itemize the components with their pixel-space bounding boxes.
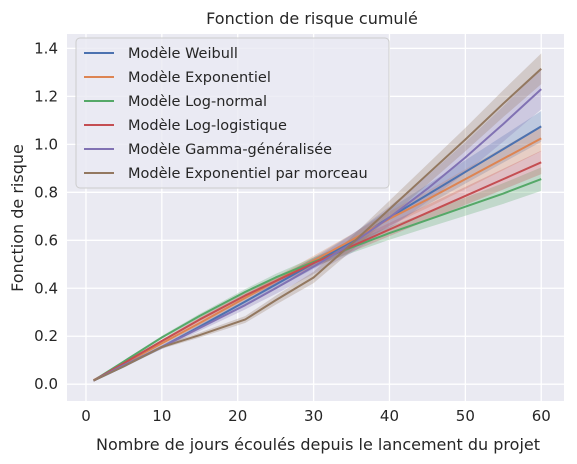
- x-tick-label: 20: [228, 407, 247, 425]
- series-line-6: [93, 68, 542, 382]
- x-tick-label: 10: [152, 407, 171, 425]
- x-tick-label: 50: [456, 407, 475, 425]
- x-tick-label: 40: [380, 407, 399, 425]
- confidence-band-series-3: [93, 167, 542, 382]
- x-axis-label: Nombre de jours écoulés depuis le lancem…: [96, 435, 540, 454]
- y-tick-label: 0.2: [34, 327, 58, 345]
- y-tick-label: 1.2: [34, 87, 58, 105]
- y-axis-label: Fonction de risque: [8, 144, 27, 292]
- series-line-4: [93, 161, 542, 382]
- series-line-3: [93, 178, 542, 382]
- x-tick-label: 0: [81, 407, 91, 425]
- y-tick-label: 1.0: [34, 135, 58, 153]
- series-line-2: [93, 137, 542, 382]
- series-lines: [93, 68, 542, 382]
- x-axis-ticks: 0 10 20 30 40 50 60: [81, 407, 551, 425]
- y-tick-label: 1.4: [34, 39, 58, 57]
- legend-label: Modèle Gamma-généralisée: [128, 142, 332, 158]
- x-tick-label: 30: [304, 407, 323, 425]
- x-tick-label: 60: [532, 407, 551, 425]
- confidence-band-series-4: [93, 150, 542, 382]
- legend-box: [75, 37, 390, 189]
- legend-label: Modèle Log-normal: [128, 94, 267, 110]
- legend-label: Modèle Weibull: [128, 46, 238, 62]
- y-tick-label: 0.6: [34, 231, 58, 249]
- legend: Modèle Weibull Modèle Exponentiel Modèle L…: [75, 37, 390, 189]
- y-axis-ticks: 0.0 0.2 0.4 0.6 0.8 1.0 1.2 1.4: [34, 39, 58, 393]
- legend-label: Modèle Exponentiel: [128, 70, 271, 86]
- legend-label: Modèle Log-logistique: [128, 118, 287, 134]
- y-tick-label: 0.4: [34, 279, 58, 297]
- chart-title: Fonction de risque cumulé: [206, 9, 418, 28]
- y-tick-label: 0.8: [34, 183, 58, 201]
- y-tick-label: 0.0: [34, 375, 58, 393]
- legend-label: Modèle Exponentiel par morceau: [128, 166, 368, 182]
